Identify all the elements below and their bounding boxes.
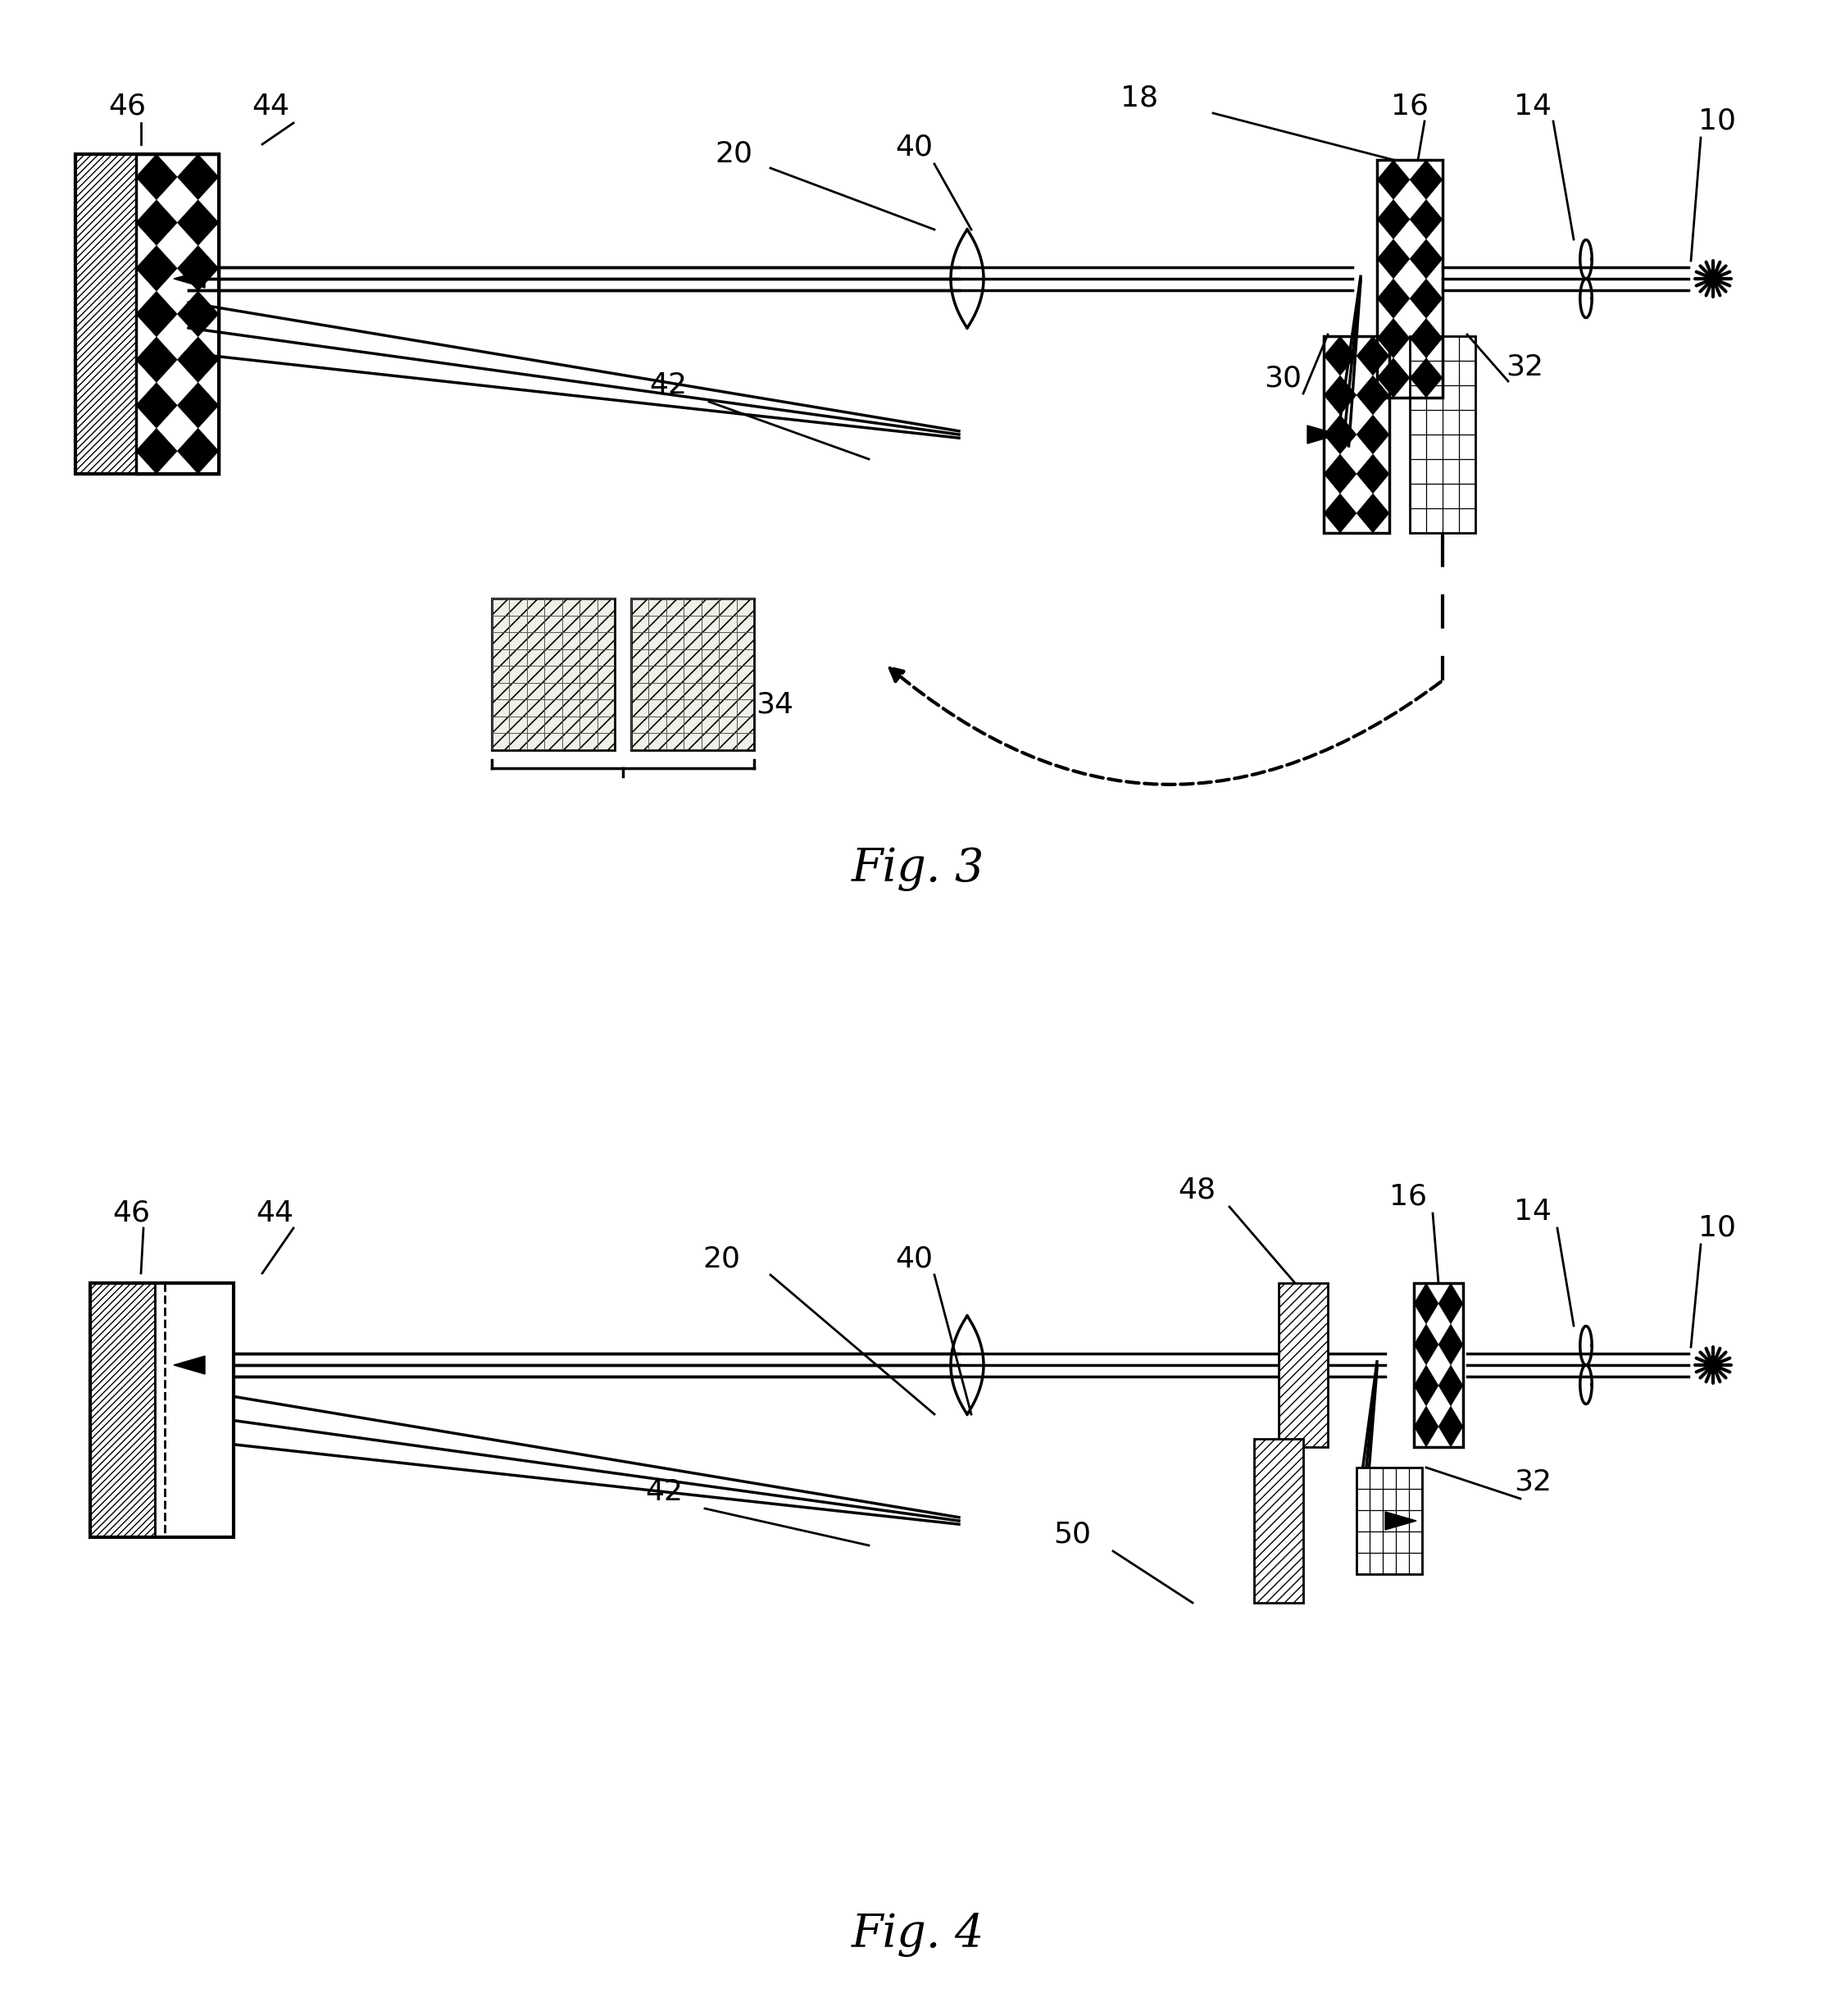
Polygon shape xyxy=(1438,1405,1463,1447)
Bar xyxy=(136,153,218,474)
Polygon shape xyxy=(1410,200,1443,240)
Polygon shape xyxy=(1324,454,1357,494)
Bar xyxy=(75,153,136,474)
Polygon shape xyxy=(1414,1282,1438,1325)
Bar xyxy=(1414,1282,1463,1447)
Polygon shape xyxy=(178,337,218,383)
Text: 10: 10 xyxy=(1698,107,1737,135)
Polygon shape xyxy=(136,337,178,383)
Text: 34: 34 xyxy=(756,691,793,720)
Text: 32: 32 xyxy=(1515,1468,1551,1496)
Polygon shape xyxy=(1324,415,1357,454)
Text: 46: 46 xyxy=(112,1200,151,1228)
Text: 48: 48 xyxy=(1177,1177,1215,1204)
Polygon shape xyxy=(136,246,178,290)
Text: 44: 44 xyxy=(252,93,290,121)
Polygon shape xyxy=(178,383,218,427)
Polygon shape xyxy=(1438,1282,1463,1325)
Polygon shape xyxy=(1324,494,1357,532)
Polygon shape xyxy=(178,290,218,337)
Polygon shape xyxy=(1410,319,1443,359)
Polygon shape xyxy=(136,383,178,427)
Text: 20: 20 xyxy=(714,141,753,167)
Polygon shape xyxy=(174,270,206,288)
Text: 30: 30 xyxy=(1263,365,1302,393)
Text: 18: 18 xyxy=(1120,85,1159,113)
Text: Fig. 3: Fig. 3 xyxy=(852,847,984,891)
Polygon shape xyxy=(174,1357,206,1375)
Text: 10: 10 xyxy=(1698,1214,1737,1242)
Polygon shape xyxy=(136,200,178,246)
Polygon shape xyxy=(1414,1365,1438,1405)
Polygon shape xyxy=(178,427,218,474)
Polygon shape xyxy=(1384,1512,1416,1530)
Polygon shape xyxy=(1410,159,1443,200)
Bar xyxy=(1324,337,1390,532)
Text: 20: 20 xyxy=(703,1244,740,1272)
Bar xyxy=(1254,1439,1304,1603)
Text: 40: 40 xyxy=(896,1244,933,1272)
Bar xyxy=(1377,159,1443,397)
Bar xyxy=(492,599,615,750)
Polygon shape xyxy=(1377,319,1410,359)
Polygon shape xyxy=(1324,337,1357,375)
Polygon shape xyxy=(136,427,178,474)
Text: 50: 50 xyxy=(1054,1520,1091,1548)
Bar xyxy=(90,1282,233,1538)
Polygon shape xyxy=(1414,1325,1438,1365)
Polygon shape xyxy=(178,246,218,290)
Polygon shape xyxy=(1414,1405,1438,1447)
Polygon shape xyxy=(1307,425,1338,444)
Text: 14: 14 xyxy=(1515,1198,1551,1226)
Bar xyxy=(1410,337,1476,532)
Bar xyxy=(632,599,755,750)
Text: 42: 42 xyxy=(650,371,687,399)
Polygon shape xyxy=(1438,1365,1463,1405)
Text: 32: 32 xyxy=(1506,353,1544,381)
FancyArrowPatch shape xyxy=(890,667,1441,784)
Text: 16: 16 xyxy=(1392,93,1428,121)
Text: 14: 14 xyxy=(1515,93,1551,121)
Text: 42: 42 xyxy=(644,1478,683,1506)
Polygon shape xyxy=(1377,200,1410,240)
Bar xyxy=(1357,1468,1423,1574)
Polygon shape xyxy=(1357,454,1390,494)
Text: 40: 40 xyxy=(896,133,933,161)
Polygon shape xyxy=(1438,1325,1463,1365)
Polygon shape xyxy=(1377,159,1410,200)
Polygon shape xyxy=(178,153,218,200)
Polygon shape xyxy=(136,290,178,337)
Text: 16: 16 xyxy=(1390,1183,1427,1212)
Polygon shape xyxy=(1324,375,1357,415)
Polygon shape xyxy=(1357,415,1390,454)
Polygon shape xyxy=(1410,278,1443,319)
Polygon shape xyxy=(1357,375,1390,415)
Polygon shape xyxy=(1410,359,1443,397)
Polygon shape xyxy=(1377,278,1410,319)
Polygon shape xyxy=(1410,240,1443,278)
Polygon shape xyxy=(178,200,218,246)
Bar xyxy=(1278,1282,1327,1447)
Bar xyxy=(75,153,218,474)
Text: 44: 44 xyxy=(255,1200,294,1228)
Text: 46: 46 xyxy=(108,93,145,121)
Polygon shape xyxy=(1377,359,1410,397)
Polygon shape xyxy=(136,153,178,200)
Polygon shape xyxy=(1357,337,1390,375)
Polygon shape xyxy=(1377,240,1410,278)
Bar xyxy=(154,1282,233,1538)
Polygon shape xyxy=(1357,494,1390,532)
Bar xyxy=(90,1282,154,1538)
Text: Fig. 4: Fig. 4 xyxy=(852,1913,984,1958)
